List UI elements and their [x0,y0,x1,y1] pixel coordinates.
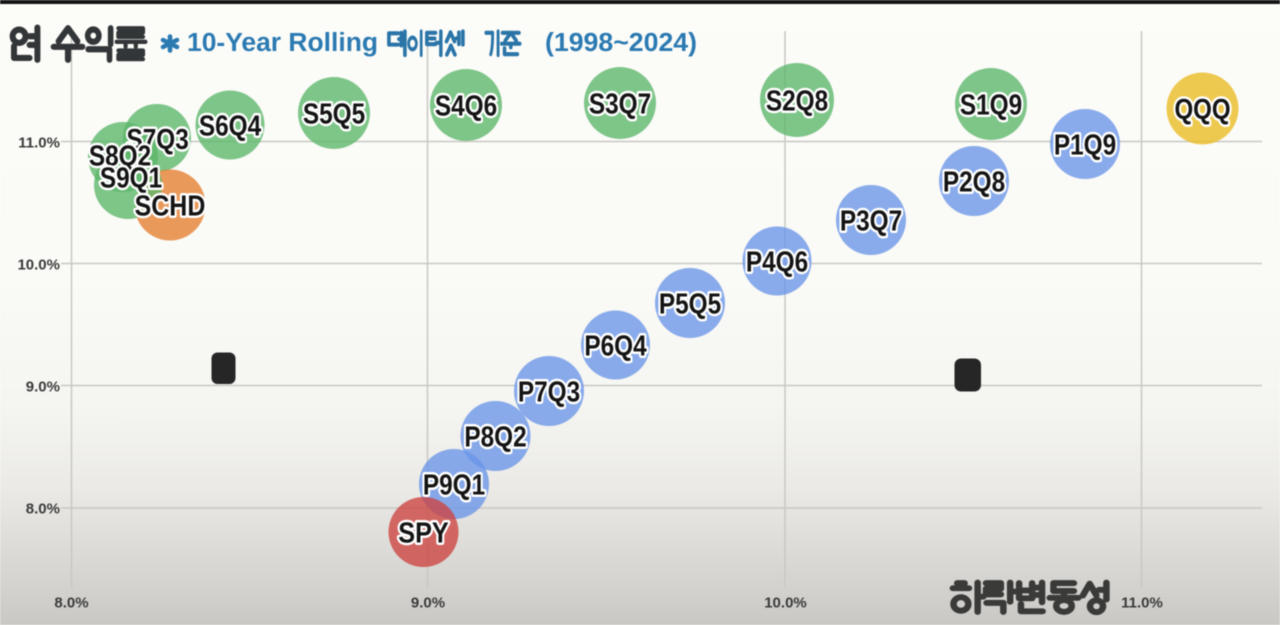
svg-text:S7Q3: S7Q3 [126,123,188,155]
svg-text:P5Q5: P5Q5 [659,288,721,320]
svg-text:S5Q5: S5Q5 [303,98,365,130]
svg-text:S3Q7: S3Q7 [589,88,651,120]
svg-text:S6Q4: S6Q4 [199,110,261,142]
svg-text:(1998~2024): (1998~2024) [545,29,697,57]
svg-text:S9Q1: S9Q1 [100,162,162,194]
svg-text:S2Q8: S2Q8 [766,85,828,117]
svg-text:10.0%: 10.0% [17,257,60,274]
svg-text:10-Year Rolling: 10-Year Rolling [187,29,378,57]
svg-text:P9Q1: P9Q1 [423,469,485,501]
svg-text:8.0%: 8.0% [54,595,88,612]
svg-text:S1Q9: S1Q9 [960,89,1022,121]
svg-text:11.0%: 11.0% [18,135,60,152]
svg-text:P3Q7: P3Q7 [840,205,902,237]
svg-text:QQQ: QQQ [1174,93,1230,126]
svg-text:P8Q2: P8Q2 [464,421,526,453]
svg-text:S8Q2: S8Q2 [89,140,151,172]
svg-text:SPY: SPY [398,516,448,549]
svg-text:9.0%: 9.0% [26,379,60,396]
svg-text:9.0%: 9.0% [411,595,445,612]
svg-text:11.0%: 11.0% [1121,595,1163,612]
svg-text:SCHD: SCHD [135,190,206,222]
svg-text:P6Q4: P6Q4 [584,330,646,362]
svg-text:8.0%: 8.0% [26,501,60,518]
svg-text:P7Q3: P7Q3 [518,376,580,408]
svg-text:10.0%: 10.0% [764,595,807,612]
svg-text:P2Q8: P2Q8 [943,166,1005,198]
svg-text:P1Q9: P1Q9 [1054,129,1116,161]
svg-text:P4Q6: P4Q6 [746,246,808,278]
svg-text:S4Q6: S4Q6 [435,90,497,122]
